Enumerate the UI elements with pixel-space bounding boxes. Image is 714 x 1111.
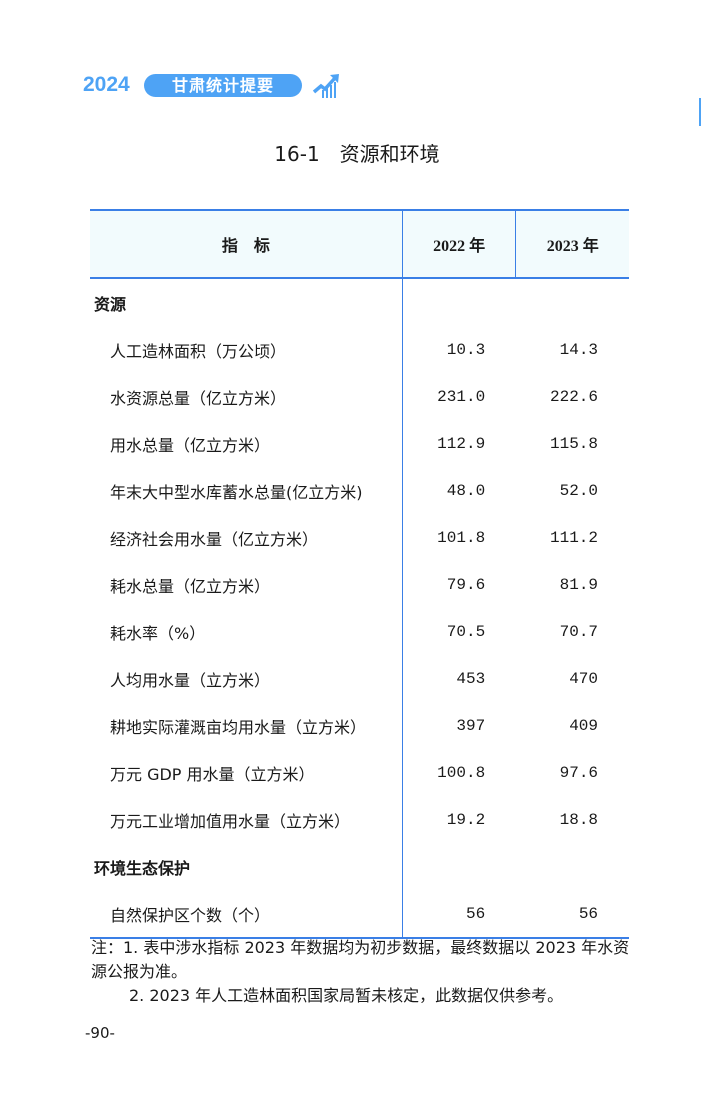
row-label: 水资源总量（亿立方米） xyxy=(110,388,287,408)
value-2022: 101.8 xyxy=(402,514,515,561)
yearbook-year: 2024 xyxy=(83,73,130,96)
value-2023: 222.6 xyxy=(550,387,599,406)
row-label: 人均用水量（立方米） xyxy=(110,670,271,690)
row-label: 环境生态保护 xyxy=(94,858,191,878)
trend-chart-icon xyxy=(312,74,339,98)
value-2023: 97.6 xyxy=(559,763,599,782)
column-header-2022: 2022 年 xyxy=(401,211,516,277)
value-2023: 115.8 xyxy=(550,434,599,453)
row-label: 万元工业增加值用水量（立方米） xyxy=(110,811,351,831)
value-2022: 56 xyxy=(402,890,515,937)
table-row: 人工造林面积（万公顷） 10.3 14.3 xyxy=(90,326,629,373)
value-2022: 453 xyxy=(402,655,515,702)
table-row: 水资源总量（亿立方米） 231.0 222.6 xyxy=(90,373,629,420)
value-2023 xyxy=(516,279,629,326)
table-body: 资源人工造林面积（万公顷） 10.3 14.3 水资源总量（亿立方米） 231.0 222… xyxy=(90,279,629,939)
page-number: -90- xyxy=(85,1024,115,1042)
resources-environment-table: 指 标 2022 年 2023 年 资源人工造林面积（万公顷） 10.3 14.3 水… xyxy=(90,209,629,939)
row-label: 万元 GDP 用水量（立方米） xyxy=(110,764,315,784)
value-2022: 19.2 xyxy=(402,796,515,843)
value-2022: 70.5 xyxy=(402,608,515,655)
column-header-indicator: 指 标 xyxy=(221,238,270,255)
value-2023: 409 xyxy=(569,716,599,735)
table-row: 经济社会用水量（亿立方米） 101.8 111.2 xyxy=(90,514,629,561)
value-2022 xyxy=(402,279,515,326)
table-row: 人均用水量（立方米） 453 470 xyxy=(90,655,629,702)
value-2022: 231.0 xyxy=(402,373,515,420)
table-row: 万元工业增加值用水量（立方米） 19.2 18.8 xyxy=(90,796,629,843)
table-row: 用水总量（亿立方米） 112.9 115.8 xyxy=(90,420,629,467)
value-2023: 111.2 xyxy=(550,528,599,547)
table-header: 指 标 2022 年 2023 年 xyxy=(90,209,629,279)
value-2023: 14.3 xyxy=(559,340,599,359)
table-row: 万元 GDP 用水量（立方米） 100.8 97.6 xyxy=(90,749,629,796)
note-1: 注：1. 表中涉水指标 2023 年数据均为初步数据，最终数据以 2023 年水… xyxy=(91,938,630,981)
row-label: 资源 xyxy=(94,294,127,314)
section-row: 资源 xyxy=(90,279,629,326)
value-2022: 10.3 xyxy=(402,326,515,373)
page-edge-marker xyxy=(699,98,701,126)
value-2023: 52.0 xyxy=(559,481,599,500)
table-title: 16-1 资源和环境 xyxy=(274,142,440,166)
row-label: 人工造林面积（万公顷） xyxy=(110,341,287,361)
row-label: 经济社会用水量（亿立方米） xyxy=(110,529,319,549)
row-label: 耕地实际灌溉亩均用水量（立方米） xyxy=(110,717,367,737)
note-2: 2. 2023 年人工造林面积国家局暂未核定，此数据仅供参考。 xyxy=(129,986,564,1005)
table-row: 自然保护区个数（个） 56 56 xyxy=(90,890,629,937)
row-label: 耗水率（%） xyxy=(110,623,206,643)
row-label: 自然保护区个数（个） xyxy=(110,905,271,925)
value-2023: 18.8 xyxy=(559,810,599,829)
value-2023: 81.9 xyxy=(559,575,599,594)
table-row: 耗水总量（亿立方米） 79.6 81.9 xyxy=(90,561,629,608)
value-2022: 48.0 xyxy=(402,467,515,514)
value-2022: 79.6 xyxy=(402,561,515,608)
table-row: 耗水率（%） 70.5 70.7 xyxy=(90,608,629,655)
value-2023 xyxy=(516,843,629,890)
row-label: 用水总量（亿立方米） xyxy=(110,435,271,455)
value-2023: 56 xyxy=(578,904,599,923)
row-label: 年末大中型水库蓄水总量(亿立方米) xyxy=(110,482,363,502)
value-2023: 470 xyxy=(569,669,599,688)
value-2023: 70.7 xyxy=(559,622,599,641)
table-row: 耕地实际灌溉亩均用水量（立方米） 397 409 xyxy=(90,702,629,749)
table-notes: 注：1. 表中涉水指标 2023 年数据均为初步数据，最终数据以 2023 年水… xyxy=(91,936,631,1008)
value-2022: 100.8 xyxy=(402,749,515,796)
value-2022 xyxy=(402,843,515,890)
row-label: 耗水总量（亿立方米） xyxy=(110,576,271,596)
section-row: 环境生态保护 xyxy=(90,843,629,890)
yearbook-title-badge: 甘肃统计提要 xyxy=(144,74,302,97)
column-header-2023: 2023 年 xyxy=(515,211,629,277)
table-row: 年末大中型水库蓄水总量(亿立方米) 48.0 52.0 xyxy=(90,467,629,514)
value-2022: 397 xyxy=(402,702,515,749)
value-2022: 112.9 xyxy=(402,420,515,467)
